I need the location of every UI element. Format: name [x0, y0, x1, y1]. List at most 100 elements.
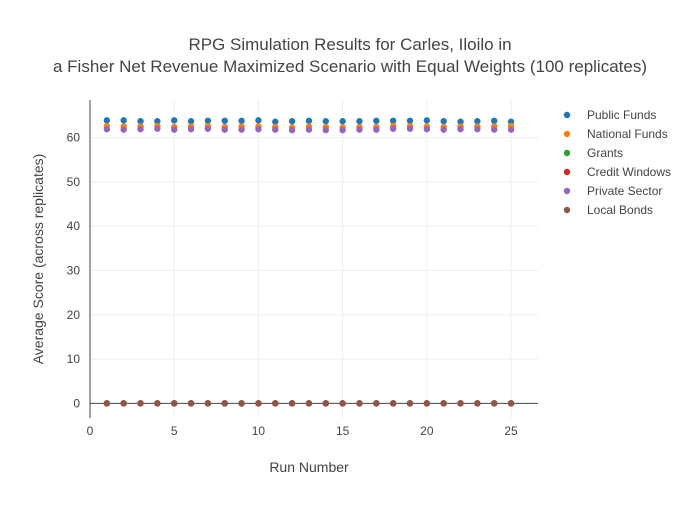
x-tick-label: 0: [87, 424, 94, 438]
data-point-local-bonds: [440, 400, 447, 407]
legend-label-national-funds: National Funds: [587, 127, 668, 141]
data-point-private-sector: [507, 126, 515, 133]
y-tick-label: 40: [67, 219, 81, 233]
data-point-public-funds: [389, 117, 397, 125]
data-point-public-funds: [288, 118, 296, 125]
legend-marker-national-funds: [563, 130, 571, 138]
data-point-private-sector: [305, 126, 313, 133]
data-point-local-bonds: [322, 400, 329, 407]
y-tick-label: 30: [67, 264, 81, 278]
data-point-local-bonds: [423, 400, 431, 407]
data-point-public-funds: [507, 118, 515, 125]
data-point-public-funds: [474, 118, 481, 125]
data-point-private-sector: [120, 126, 127, 133]
legend-item-private-sector: Private Sector: [563, 184, 662, 198]
data-point-private-sector: [491, 126, 498, 133]
legend-marker-public-funds: [563, 111, 571, 119]
data-points: [103, 117, 515, 407]
data-point-local-bonds: [356, 400, 363, 407]
data-point-local-bonds: [120, 400, 127, 407]
grid-lines: [90, 100, 538, 418]
legend-marker-grants: [563, 149, 571, 157]
data-point-public-funds: [272, 118, 279, 125]
legend-marker-credit-windows: [563, 168, 571, 176]
data-point-private-sector: [288, 126, 296, 134]
data-point-public-funds: [373, 117, 380, 125]
data-point-private-sector: [440, 126, 447, 133]
legend-item-public-funds: Public Funds: [563, 108, 656, 122]
data-point-public-funds: [305, 117, 313, 125]
x-axis-label: Run Number: [269, 459, 349, 475]
legend-item-grants: Grants: [563, 146, 623, 160]
legend-label-credit-windows: Credit Windows: [587, 165, 671, 179]
data-point-public-funds: [339, 118, 346, 125]
data-point-local-bonds: [272, 400, 279, 407]
y-tick-label: 50: [67, 175, 81, 189]
data-point-local-bonds: [204, 400, 212, 407]
legend-label-public-funds: Public Funds: [587, 108, 656, 122]
data-point-public-funds: [356, 118, 363, 125]
data-point-local-bonds: [339, 400, 346, 407]
data-point-private-sector: [322, 126, 329, 134]
data-point-local-bonds: [154, 400, 161, 407]
legend-label-local-bonds: Local Bonds: [587, 203, 653, 217]
y-axis-label: Average Score (across replicates): [30, 154, 46, 365]
data-point-public-funds: [137, 118, 144, 125]
data-point-private-sector: [389, 125, 397, 132]
y-tick-label: 10: [67, 352, 81, 366]
x-tick-label: 10: [252, 424, 266, 438]
data-point-private-sector: [238, 126, 245, 133]
data-point-public-funds: [255, 117, 262, 124]
data-point-public-funds: [221, 117, 228, 125]
data-point-local-bonds: [238, 400, 245, 407]
data-point-private-sector: [221, 126, 228, 133]
data-point-public-funds: [154, 118, 161, 125]
data-point-public-funds: [440, 118, 447, 125]
data-point-local-bonds: [187, 400, 195, 407]
data-point-public-funds: [322, 118, 329, 125]
data-point-public-funds: [491, 117, 498, 125]
data-point-public-funds: [457, 118, 464, 125]
data-point-private-sector: [373, 126, 380, 133]
data-point-local-bonds: [305, 400, 313, 407]
data-point-public-funds: [103, 117, 111, 124]
legend-item-local-bonds: Local Bonds: [563, 203, 653, 217]
data-point-local-bonds: [507, 400, 515, 407]
legend: Public Funds National Funds Grants Credit W…: [563, 108, 671, 217]
data-point-private-sector: [339, 126, 346, 134]
data-point-local-bonds: [474, 400, 481, 407]
x-tick-label: 25: [504, 424, 518, 438]
data-point-private-sector: [154, 125, 161, 132]
data-point-local-bonds: [221, 400, 228, 407]
data-point-private-sector: [272, 126, 279, 133]
legend-item-credit-windows: Credit Windows: [563, 165, 671, 179]
data-point-local-bonds: [171, 400, 178, 407]
legend-label-grants: Grants: [587, 146, 623, 160]
data-point-private-sector: [171, 126, 178, 133]
data-point-private-sector: [137, 126, 144, 133]
data-point-local-bonds: [406, 400, 414, 407]
data-point-public-funds: [423, 117, 431, 124]
chart-title-line2: a Fisher Net Revenue Maximized Scenario …: [53, 57, 647, 76]
x-tick-label: 20: [420, 424, 434, 438]
data-point-private-sector: [187, 126, 195, 133]
data-point-public-funds: [238, 117, 245, 125]
data-point-local-bonds: [137, 400, 144, 407]
y-tick-label: 60: [67, 131, 81, 145]
data-point-local-bonds: [103, 400, 111, 407]
x-tick-label: 15: [336, 424, 350, 438]
data-point-public-funds: [120, 117, 127, 124]
data-point-private-sector: [356, 126, 363, 133]
y-tick-label: 20: [67, 308, 81, 322]
legend-label-private-sector: Private Sector: [587, 184, 662, 198]
series-public-funds: [103, 117, 515, 125]
data-point-private-sector: [474, 126, 481, 133]
series-local-bonds: [103, 400, 515, 407]
data-point-local-bonds: [457, 400, 464, 407]
data-point-local-bonds: [491, 400, 498, 407]
data-point-public-funds: [406, 117, 414, 125]
x-tick-label: 5: [171, 424, 178, 438]
